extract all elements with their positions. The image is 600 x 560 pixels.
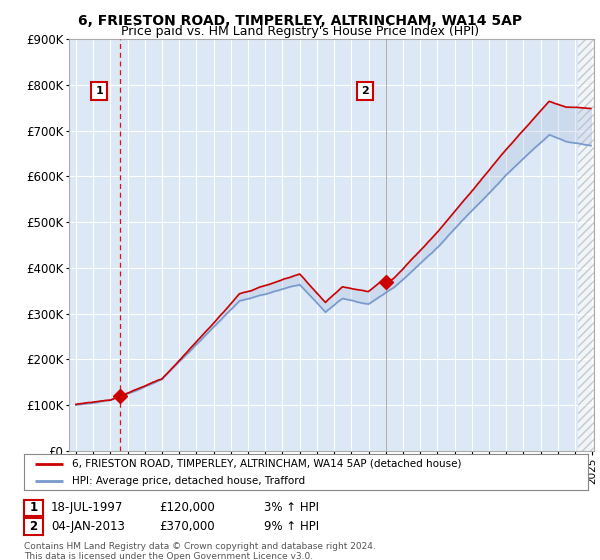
Text: 1: 1 (29, 501, 38, 515)
Text: Price paid vs. HM Land Registry's House Price Index (HPI): Price paid vs. HM Land Registry's House … (121, 25, 479, 38)
Text: £120,000: £120,000 (159, 501, 215, 515)
Text: £370,000: £370,000 (159, 520, 215, 533)
Text: 2: 2 (361, 86, 369, 96)
Text: 1: 1 (95, 86, 103, 96)
Text: 18-JUL-1997: 18-JUL-1997 (51, 501, 124, 515)
Text: 04-JAN-2013: 04-JAN-2013 (51, 520, 125, 533)
Text: Contains HM Land Registry data © Crown copyright and database right 2024.
This d: Contains HM Land Registry data © Crown c… (24, 542, 376, 560)
Text: 2: 2 (29, 520, 38, 533)
Text: 9% ↑ HPI: 9% ↑ HPI (264, 520, 319, 533)
Bar (578, 39, 594, 451)
Text: 6, FRIESTON ROAD, TIMPERLEY, ALTRINCHAM, WA14 5AP: 6, FRIESTON ROAD, TIMPERLEY, ALTRINCHAM,… (78, 14, 522, 28)
Text: 6, FRIESTON ROAD, TIMPERLEY, ALTRINCHAM, WA14 5AP (detached house): 6, FRIESTON ROAD, TIMPERLEY, ALTRINCHAM,… (72, 459, 461, 469)
Text: 3% ↑ HPI: 3% ↑ HPI (264, 501, 319, 515)
Text: HPI: Average price, detached house, Trafford: HPI: Average price, detached house, Traf… (72, 476, 305, 486)
